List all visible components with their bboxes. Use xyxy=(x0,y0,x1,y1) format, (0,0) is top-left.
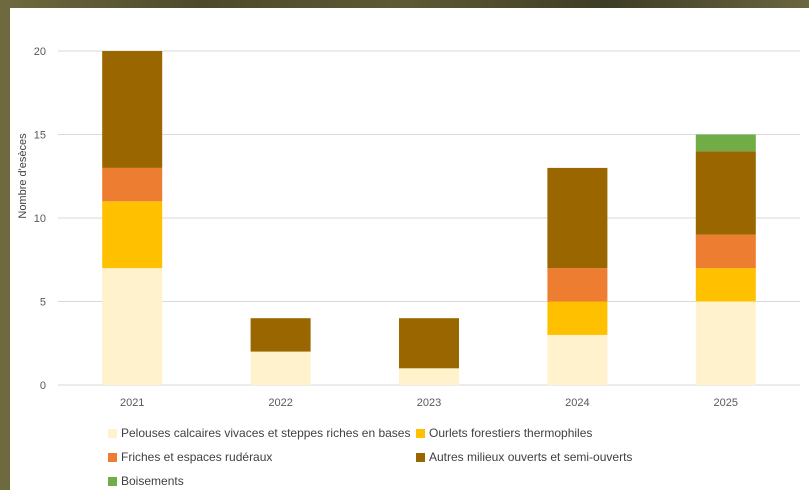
x-tick-labels: 2021 2022 2023 2024 2025 xyxy=(120,397,738,409)
bar-2021-series-0 xyxy=(102,268,163,385)
bars xyxy=(102,51,756,385)
bar-2025-series-3 xyxy=(695,151,756,235)
y-tick-labels: 0 5 10 15 20 xyxy=(34,46,46,392)
x-tick-label: 2025 xyxy=(714,397,738,409)
bar-2022-series-0 xyxy=(250,351,311,385)
legend-label: Ourlets forestiers thermophiles xyxy=(429,426,593,440)
legend-label: Autres milieux ouverts et semi-ouverts xyxy=(429,450,633,464)
x-tick-label: 2024 xyxy=(565,397,589,409)
x-tick-label: 2021 xyxy=(120,397,144,409)
y-tick-label: 15 xyxy=(34,130,46,142)
bar-2023-series-0 xyxy=(399,368,459,385)
stacked-bar-chart: 0 5 10 15 20 2021 2022 2023 2024 2025 Nombre d'e… xyxy=(17,46,800,409)
bar-2021-series-3 xyxy=(102,51,163,168)
y-tick-label: 20 xyxy=(34,46,46,58)
legend-swatch xyxy=(108,428,117,438)
legend-item: Autres milieux ouverts et semi-ouverts xyxy=(416,450,632,464)
legend-label: Pelouses calcaires vivaces et steppes ri… xyxy=(121,426,411,440)
bar-2024-series-3 xyxy=(547,167,608,269)
y-tick-label: 10 xyxy=(34,213,46,225)
bar-2024-series-1 xyxy=(547,301,608,335)
y-tick-label: 5 xyxy=(40,297,46,309)
bar-2021-series-1 xyxy=(102,201,163,269)
legend-swatch xyxy=(108,452,117,462)
legend-label: Boisements xyxy=(121,474,184,488)
legend-item: Friches et espaces rudéraux xyxy=(108,450,272,464)
x-tick-label: 2022 xyxy=(268,397,292,409)
legend-item: Pelouses calcaires vivaces et steppes ri… xyxy=(108,426,410,440)
x-tick-label: 2023 xyxy=(417,397,441,409)
bar-2025-series-4 xyxy=(695,134,756,152)
bar-2025-series-1 xyxy=(695,268,756,302)
legend-item: Boisements xyxy=(108,474,184,488)
bar-2025-series-2 xyxy=(695,234,756,269)
legend-swatch xyxy=(108,476,117,486)
y-axis-label: Nombre d'esèces xyxy=(17,133,29,219)
legend-swatch xyxy=(416,452,425,462)
bar-2023-series-3 xyxy=(399,318,459,369)
legend-swatch xyxy=(416,428,425,438)
chart-card: 0 5 10 15 20 2021 2022 2023 2024 2025 Nombre d'e… xyxy=(10,8,809,490)
bar-2025-series-0 xyxy=(695,301,756,385)
bar-2024-series-2 xyxy=(547,268,608,302)
bar-2024-series-0 xyxy=(547,334,608,385)
legend-item: Ourlets forestiers thermophiles xyxy=(416,426,592,440)
bar-2022-series-3 xyxy=(250,318,311,352)
bar-2021-series-2 xyxy=(102,167,163,202)
gridlines xyxy=(58,50,800,386)
y-tick-label: 0 xyxy=(40,380,46,392)
legend-label: Friches et espaces rudéraux xyxy=(121,450,273,464)
